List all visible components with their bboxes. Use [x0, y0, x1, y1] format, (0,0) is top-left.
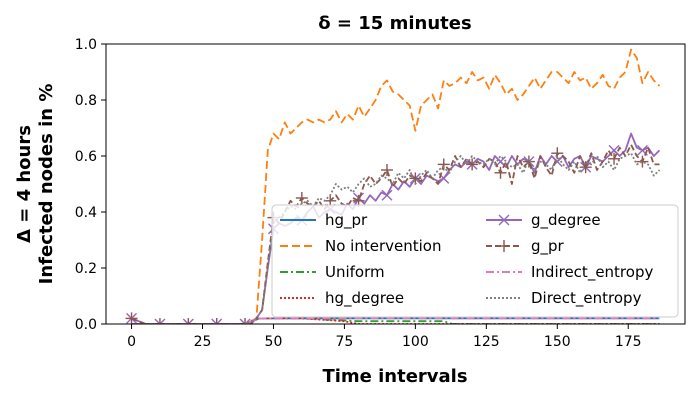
x-axis-label: Time intervals	[322, 366, 467, 387]
legend-label-uniform: Uniform	[325, 263, 385, 281]
legend-label-direct-entropy: Direct_entropy	[531, 289, 642, 308]
series-point-g-pr	[466, 158, 479, 171]
axis-ticks: 0 25 50 75 100 125 150 175 0.0 0.2 0.4 0.6 0.8 1.0	[75, 37, 642, 350]
legend-entry-g-degree: g_degree	[486, 211, 601, 230]
x-tick-label: 25	[194, 334, 212, 350]
series-point-g-pr	[125, 312, 138, 324]
x-tick-label: 100	[402, 334, 429, 350]
legend-label-no-intervention: No intervention	[325, 237, 441, 255]
series-point-g-pr	[210, 318, 223, 324]
legend-entry-hg-pr: hg_pr	[280, 211, 368, 230]
plot-frame	[105, 43, 686, 325]
series-point-g-degree	[239, 318, 251, 324]
series-line-indirect-entropy	[131, 317, 660, 324]
series-point-g-pr	[182, 318, 195, 324]
legend-label-g-degree: g_degree	[531, 211, 601, 230]
x-tick-label: 175	[615, 334, 642, 350]
x-tick-label: 0	[127, 334, 136, 350]
series-point-g-pr	[295, 192, 308, 204]
x-tick-label: 75	[335, 334, 353, 350]
y-tick-label: 0.4	[75, 205, 97, 221]
legend-label-g-pr: g_pr	[531, 237, 565, 256]
series-point-g-pr	[409, 172, 422, 185]
y-axis-label-line2: Infected nodes in %	[36, 84, 57, 285]
legend-box	[271, 204, 679, 318]
series-point-g-degree	[381, 189, 393, 201]
y-tick-label: 0.8	[75, 93, 97, 109]
legend-label-indirect-entropy: Indirect_entropy	[531, 263, 653, 282]
x-tick-label: 150	[544, 334, 571, 350]
series-point-g-pr	[636, 155, 649, 168]
legend-marker-g-pr	[498, 240, 510, 252]
x-tick-label: 125	[473, 334, 500, 350]
series-point-g-pr	[239, 318, 252, 324]
series-no-intervention	[131, 48, 661, 324]
y-tick-label: 0.2	[75, 261, 97, 277]
series-point-g-degree	[182, 318, 194, 324]
legend-entry-no-intervention: No intervention	[280, 237, 441, 255]
series-point-g-pr	[522, 155, 535, 168]
series-point-g-pr	[608, 152, 621, 165]
series-line-direct-entropy	[131, 152, 661, 324]
legend-entry-hg-degree: hg_degree	[280, 289, 404, 308]
legend-label-hg-degree: hg_degree	[325, 289, 404, 308]
legend-label-hg-pr: hg_pr	[325, 211, 368, 230]
legend-marker-g-degree	[498, 214, 510, 226]
y-tick-label: 0.0	[75, 317, 97, 333]
legend-entry-uniform: Uniform	[280, 263, 385, 281]
x-tick-label: 50	[265, 334, 283, 350]
series-point-g-degree	[154, 318, 166, 324]
y-axis-label-line1: Δ = 4 hours	[14, 125, 35, 243]
series-point-g-degree	[211, 318, 223, 324]
legend-entry-direct-entropy: Direct_entropy	[486, 289, 642, 308]
legend: hg_pr No intervention Uniform hg_degree g_de…	[271, 204, 679, 318]
series-point-g-pr	[437, 158, 450, 171]
series-indirect-entropy	[131, 317, 660, 324]
chart-title: δ = 15 minutes	[318, 13, 471, 34]
series-point-g-pr	[380, 164, 393, 176]
series-point-g-pr	[153, 318, 166, 324]
series-point-g-pr	[494, 166, 507, 179]
series-direct-entropy	[131, 152, 661, 324]
legend-entry-indirect-entropy: Indirect_entropy	[486, 263, 653, 282]
series-line-no-intervention	[131, 48, 661, 324]
legend-entry-g-pr: g_pr	[486, 237, 565, 256]
y-tick-label: 1.0	[75, 37, 97, 53]
y-tick-label: 0.6	[75, 149, 97, 165]
